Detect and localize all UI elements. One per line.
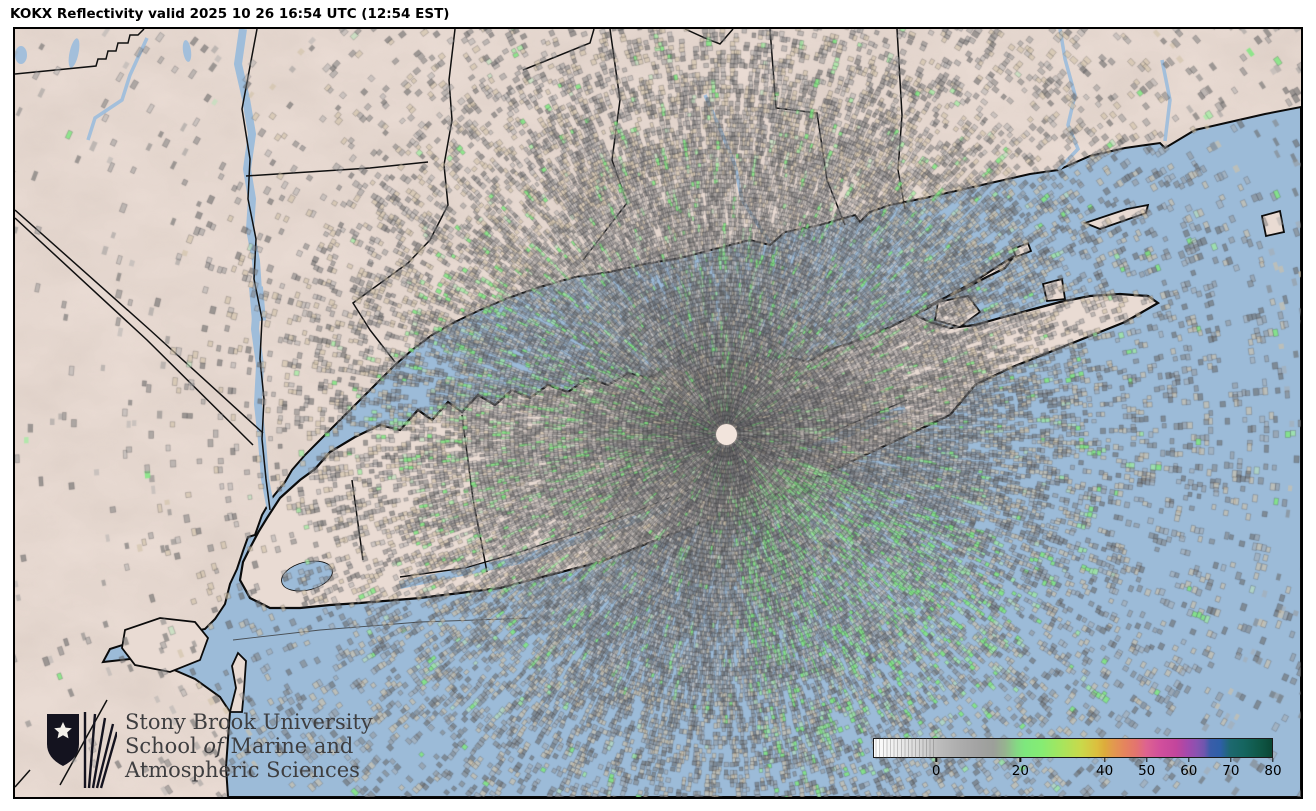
colorbar-stripes [873, 738, 937, 758]
colorbar-tick-label: 20 [1011, 763, 1029, 779]
logo-line-1: Stony Brook University [125, 710, 373, 734]
colorbar-tick [1145, 758, 1148, 762]
university-logo: Stony Brook University School of Marine … [45, 710, 373, 790]
colorbar-tick [935, 758, 937, 762]
colorbar-tick-label: 0 [931, 763, 941, 779]
colorbar-tick-label: 60 [1180, 763, 1198, 779]
colorbar-tick [1188, 758, 1190, 762]
colorbar: 0 20 40 50 60 70 80 [873, 738, 1282, 779]
colorbar-tick [1103, 758, 1106, 762]
colorbar-tick-label: 40 [1095, 763, 1114, 779]
colorbar-tick [1230, 758, 1232, 762]
colorbar-tick-label: 50 [1138, 763, 1156, 779]
colorbar-gradient [873, 738, 1273, 758]
colorbar-tick [1272, 758, 1274, 762]
colorbar-tick [1019, 758, 1022, 762]
page-title: KOKX Reflectivity valid 2025 10 26 16:54… [10, 6, 450, 22]
radar-site-marker [715, 423, 737, 445]
colorbar-tick-label: 70 [1222, 763, 1240, 779]
university-shield-icon [47, 712, 117, 789]
radar-echo-canvas [15, 29, 1301, 797]
map-frame: 0 20 40 50 60 70 80 Stony Brook University Sch… [13, 27, 1303, 799]
colorbar-tick-label: 80 [1264, 763, 1282, 779]
logo-line-2: School of Marine and [125, 734, 354, 758]
logo-line-3: Atmospheric Sciences [125, 758, 360, 782]
logo-text: Stony Brook University School of Marine … [125, 710, 373, 782]
